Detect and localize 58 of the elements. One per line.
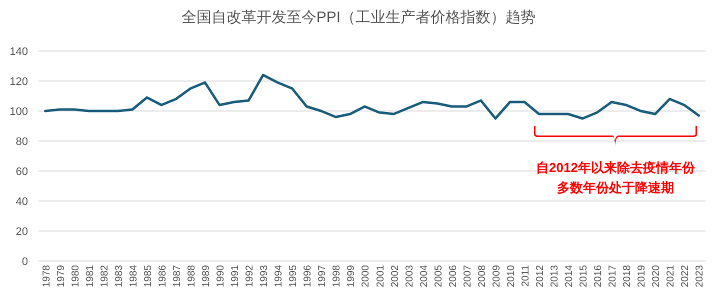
x-tick-label: 2016 <box>593 264 604 288</box>
x-tick-label: 2010 <box>506 264 517 288</box>
x-tick-label: 1985 <box>142 264 154 288</box>
x-tick-label: 2001 <box>375 264 386 288</box>
x-tick-label: 1979 <box>56 264 67 288</box>
annotation: 自2012年以来除去疫情年份 <box>536 160 696 175</box>
x-tick-label: 1989 <box>201 264 212 288</box>
x-tick-label: 2019 <box>636 264 648 288</box>
x-tick-label: 2012 <box>535 264 546 288</box>
x-tick-label: 1991 <box>230 264 242 288</box>
x-tick-label: 1986 <box>157 264 168 288</box>
x-tick-label: 2022 <box>680 264 692 288</box>
y-tick-label: 100 <box>10 106 28 118</box>
x-tick-label: 2000 <box>360 264 372 288</box>
y-tick-label: 120 <box>10 76 28 88</box>
x-tick-label: 2017 <box>608 264 619 288</box>
x-tick-label: 1984 <box>128 264 140 288</box>
x-tick-label: 1994 <box>274 264 285 288</box>
x-tick-label: 1996 <box>302 264 314 288</box>
x-tick-label: 1997 <box>317 264 328 288</box>
y-tick-label: 40 <box>16 196 28 208</box>
x-tick-label: 2007 <box>462 264 474 288</box>
x-tick-label: 2015 <box>578 264 590 288</box>
x-tick-label: 1992 <box>244 264 256 288</box>
x-tick-label: 1981 <box>84 264 96 288</box>
line-series <box>44 74 700 120</box>
annotation: 多数年份处于降速期 <box>557 180 674 195</box>
x-tick-label: 2003 <box>404 264 416 288</box>
x-tick-label: 2009 <box>491 264 502 288</box>
x-tick-label: 1988 <box>186 264 198 288</box>
x-tick-label: 2004 <box>418 264 430 288</box>
x-tick-label: 2018 <box>622 264 634 288</box>
x-tick-label: 1993 <box>259 264 270 288</box>
x-tick-label: 2008 <box>476 264 488 288</box>
x-tick-label: 1990 <box>216 264 227 288</box>
x-tick-label: 1982 <box>99 264 110 288</box>
chart-title: 全国自改革开发至今PPI（工业生产者价格指数）趋势 <box>181 9 536 26</box>
y-tick-label: 60 <box>16 166 28 178</box>
x-tick-label: 2011 <box>520 264 532 287</box>
x-tick-label: 1999 <box>346 264 358 288</box>
x-tick-label: 2005 <box>433 264 444 288</box>
x-tick-label: 1995 <box>288 264 300 288</box>
y-tick-label: 20 <box>16 226 28 238</box>
y-tick-label: 0 <box>22 256 28 268</box>
x-tick-label: 1983 <box>114 264 125 288</box>
x-tick-label: 2023 <box>694 264 706 288</box>
x-tick-label: 2013 <box>550 264 561 288</box>
y-tick-label: 140 <box>10 46 28 58</box>
x-tick-label: 1980 <box>70 264 82 288</box>
x-tick-label: 2002 <box>390 264 401 288</box>
y-tick-label: 80 <box>16 136 28 148</box>
x-tick-label: 1987 <box>172 264 183 288</box>
x-tick-label: 2021 <box>666 264 677 288</box>
x-tick-label: 1978 <box>41 264 52 288</box>
x-tick-label: 2020 <box>651 264 662 288</box>
x-tick-label: 1998 <box>332 264 343 288</box>
x-tick-label: 2014 <box>564 264 576 288</box>
x-tick-label: 2006 <box>448 264 459 288</box>
